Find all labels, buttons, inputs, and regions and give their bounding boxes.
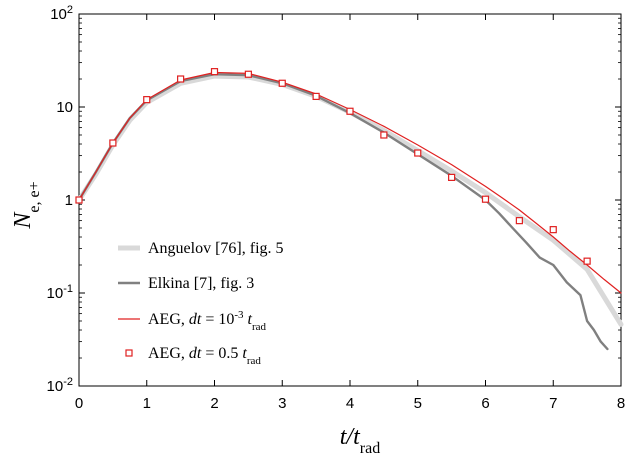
x-tick-label: 0	[75, 395, 83, 412]
y-tick-base: 10	[47, 378, 64, 395]
legend-label: AEG, dt = 10-3 trad	[148, 309, 267, 333]
legend: Anguelov [76], fig. 5 Elkina [7], fig. 3 A…	[118, 240, 284, 367]
legend-label: AEG, dt = 0.5 trad	[148, 345, 261, 367]
data-point-marker	[549, 226, 557, 234]
data-point-marker	[583, 257, 591, 265]
legend-label-middle: = 10	[201, 311, 234, 328]
legend-label-prefix: AEG,	[148, 311, 189, 328]
legend-label: Anguelov [76], fig. 5	[148, 240, 284, 257]
x-tick-label: 4	[346, 395, 354, 412]
data-point-marker	[210, 68, 219, 76]
data-point-marker	[244, 70, 252, 78]
data-point-marker	[75, 196, 83, 204]
y-axis-title: Ne, e+	[10, 181, 43, 229]
y-tick-label: 1	[65, 192, 73, 209]
x-tick-label: 3	[278, 395, 286, 412]
x-tick-label: 7	[549, 395, 557, 412]
legend-label-text: Elkina [7], fig. 3	[148, 275, 254, 292]
x-tick-label: 6	[481, 395, 489, 412]
series-line-2	[77, 73, 609, 351]
data-point-marker	[278, 79, 286, 87]
x-tick-label: 8	[617, 395, 625, 412]
y-tick-label: 102	[50, 4, 73, 23]
y-tick-base: 1	[65, 192, 73, 209]
y-tick-label: 10	[56, 99, 73, 116]
data-point-marker	[109, 139, 117, 147]
legend-label-prefix: AEG,	[148, 345, 189, 362]
legend-label-subscript: rad	[252, 321, 267, 333]
legend-label-variable: dt	[189, 311, 202, 328]
y-tick-base: 10	[56, 99, 73, 116]
legend-label-middle: = 0.5	[201, 345, 242, 362]
y-axis-title-main: N	[10, 211, 36, 230]
data-point-marker	[414, 149, 422, 157]
legend-marker	[125, 349, 133, 357]
series-line-3	[78, 71, 622, 294]
data-point-marker	[481, 195, 490, 203]
legend-label-subscript: rad	[247, 355, 262, 367]
legend-label-variable-2: t	[248, 311, 253, 328]
legend-label-variable: dt	[189, 345, 202, 362]
y-tick-exponent: 2	[67, 4, 73, 16]
y-tick-base: 10	[50, 6, 67, 23]
data-point-marker	[177, 75, 185, 83]
legend-label-text: Anguelov [76], fig. 5	[148, 240, 284, 257]
y-tick-base: 10	[47, 285, 64, 302]
data-point-marker	[312, 92, 320, 101]
x-axis-title-main: t/t	[340, 424, 361, 450]
x-tick-label: 2	[210, 395, 218, 412]
y-tick-exponent: -2	[63, 376, 73, 388]
data-point-marker	[143, 96, 151, 104]
data-point-marker	[380, 131, 388, 139]
y-tick-label: 10-1	[47, 283, 73, 302]
x-tick-label: 1	[143, 395, 151, 412]
plot-frame	[78, 13, 622, 387]
legend-label-variable-2: t	[242, 345, 247, 362]
legend-label: Elkina [7], fig. 3	[148, 275, 254, 292]
y-tick-exponent: -1	[63, 283, 73, 295]
data-point-marker	[448, 173, 456, 181]
x-axis-title: t/trad	[340, 424, 380, 455]
y-axis-title-subscript: e, e+	[26, 181, 43, 212]
legend-label-exponent: -3	[234, 309, 244, 321]
data-point-marker	[346, 107, 354, 115]
y-tick-label: 10-2	[47, 376, 73, 395]
series-group	[75, 68, 624, 351]
x-tick-label: 5	[414, 395, 422, 412]
data-point-marker	[515, 217, 523, 225]
x-axis-title-subscript: rad	[360, 440, 380, 455]
